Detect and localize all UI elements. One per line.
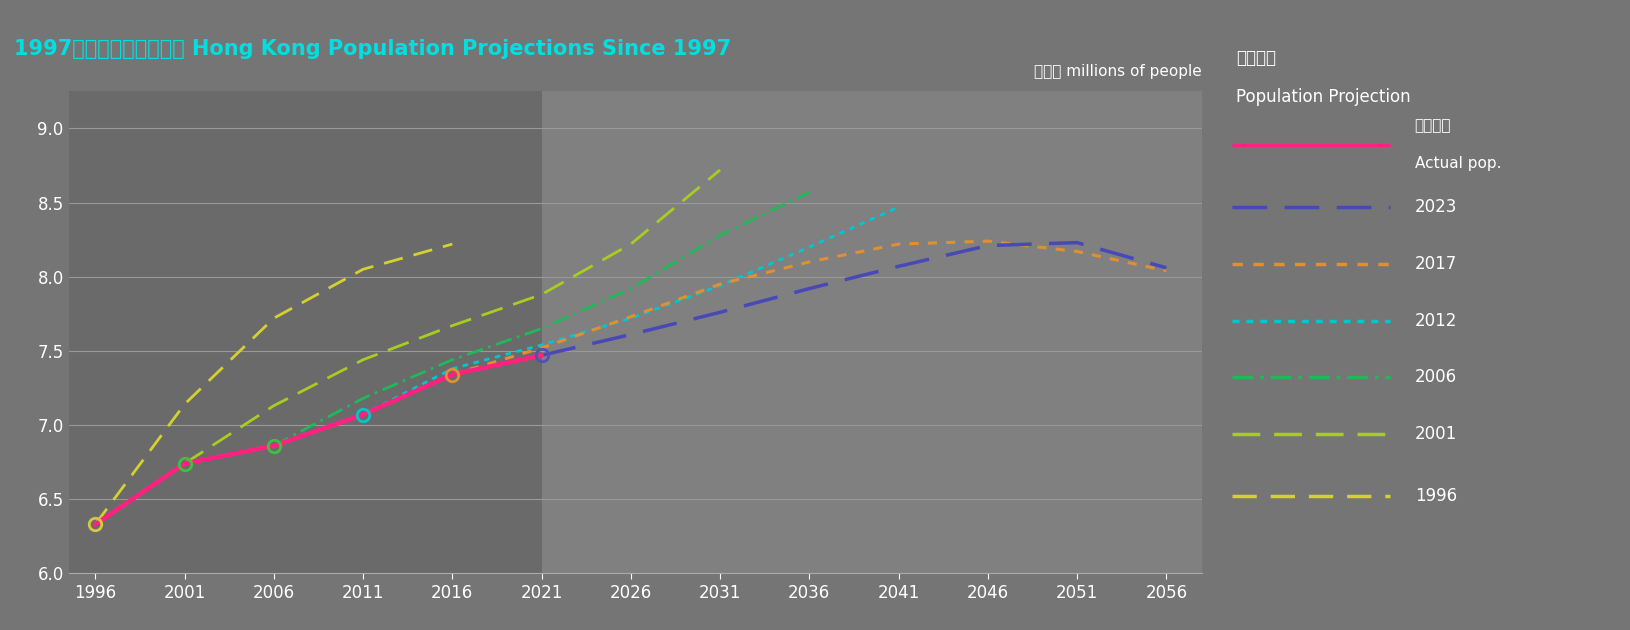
Text: 2006: 2006 bbox=[1413, 369, 1456, 386]
Text: 2023: 2023 bbox=[1413, 198, 1456, 216]
Text: 2001: 2001 bbox=[1413, 425, 1456, 443]
Text: 百萬人 millions of people: 百萬人 millions of people bbox=[1033, 64, 1201, 79]
Text: 2012: 2012 bbox=[1413, 312, 1456, 329]
Text: Population Projection: Population Projection bbox=[1236, 88, 1410, 106]
Text: Actual pop.: Actual pop. bbox=[1413, 156, 1500, 171]
Text: 實際人口: 實際人口 bbox=[1413, 118, 1451, 134]
Text: 1996: 1996 bbox=[1413, 488, 1456, 505]
Text: 人口推算: 人口推算 bbox=[1236, 49, 1275, 67]
Bar bbox=[541, 91, 1201, 573]
Text: 1997年以來香港人口推算 Hong Kong Population Projections Since 1997: 1997年以來香港人口推算 Hong Kong Population Proje… bbox=[15, 39, 730, 59]
Text: 2017: 2017 bbox=[1413, 255, 1456, 273]
